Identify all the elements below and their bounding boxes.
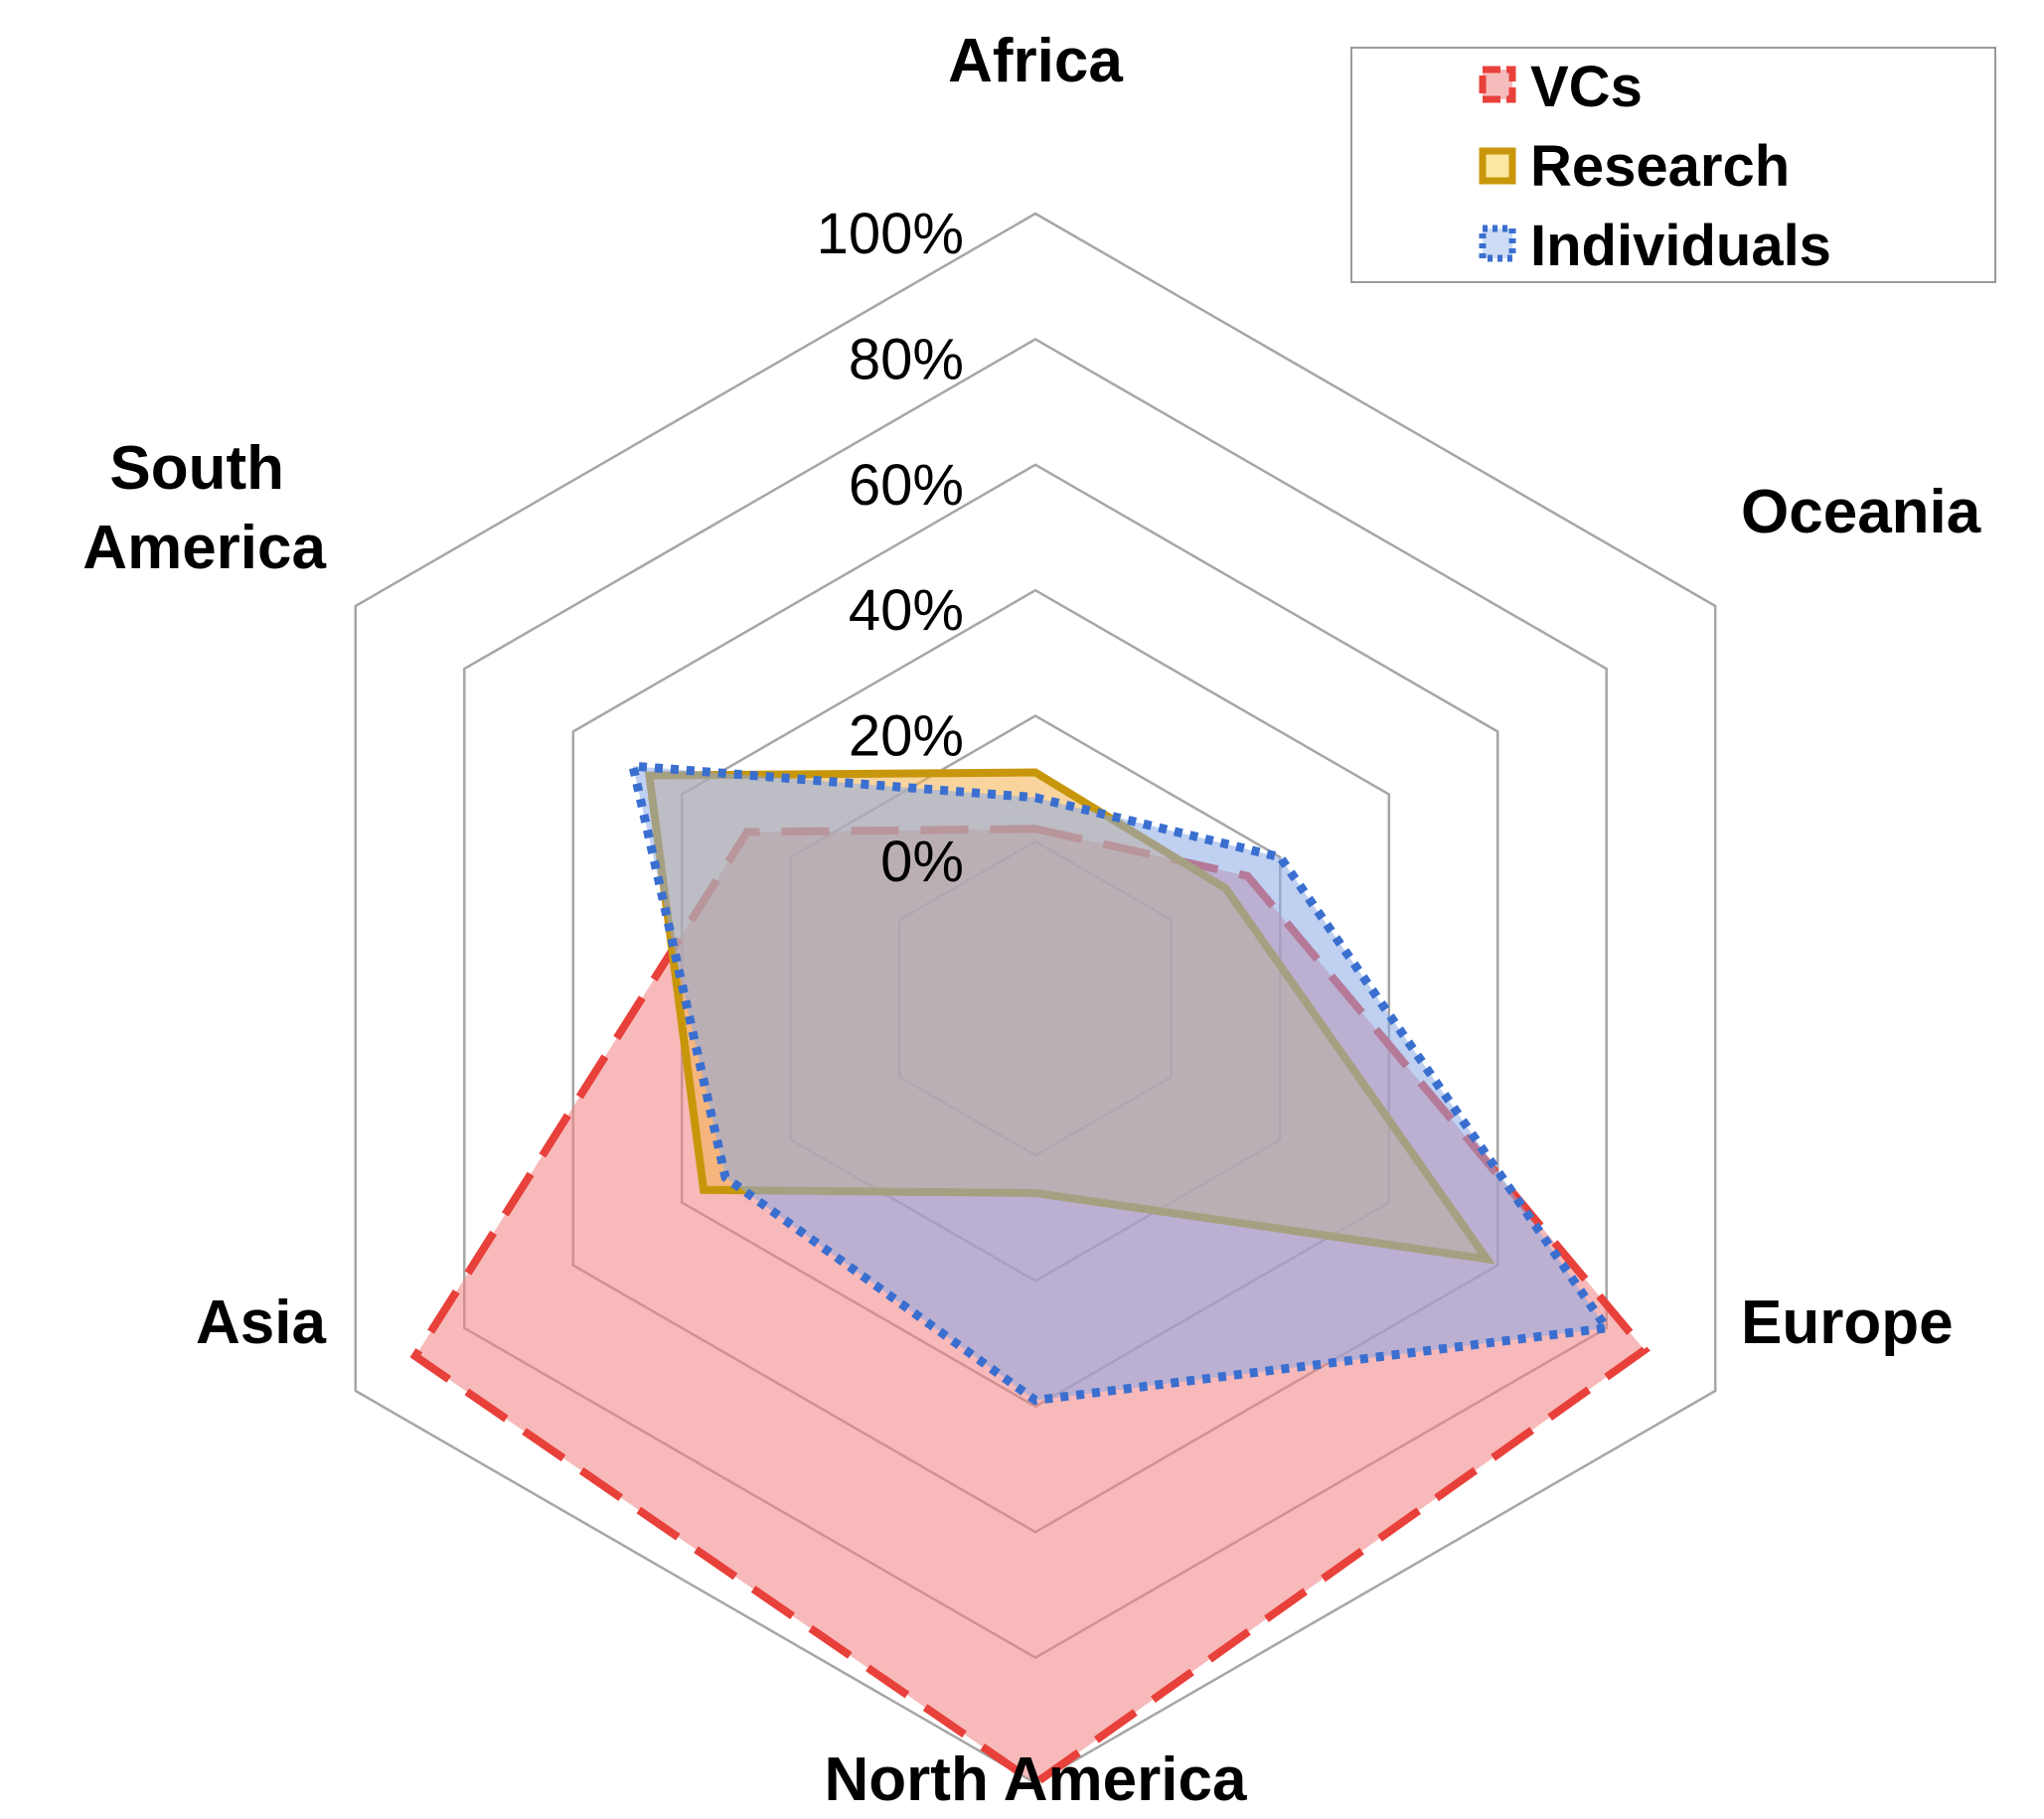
legend-label-individuals: Individuals	[1530, 214, 1831, 278]
legend-swatch-individuals	[1479, 225, 1516, 262]
legend-label-research: Research	[1530, 134, 1790, 199]
legend-swatch-vcs	[1479, 66, 1516, 103]
legend: VCs Research Individuals	[1350, 47, 1996, 283]
category-label-north-america: North America	[825, 1745, 1247, 1814]
category-label-oceania: Oceania	[1741, 478, 1981, 546]
tick-label-0: 0%	[880, 830, 964, 894]
series-area	[409, 761, 1651, 1788]
radial-axis-ticks: 0% 20% 40% 60% 80% 100%	[817, 202, 964, 894]
legend-box	[1350, 47, 1996, 283]
tick-label-100: 100%	[817, 202, 964, 266]
category-label-europe: Europe	[1741, 1288, 1954, 1357]
tick-label-20: 20%	[849, 704, 964, 769]
legend-swatch-research	[1479, 147, 1516, 185]
tick-label-40: 40%	[849, 578, 964, 643]
category-label-africa: Africa	[948, 27, 1123, 95]
legend-label-vcs: VCs	[1530, 55, 1643, 119]
category-label-asia: Asia	[196, 1288, 326, 1357]
tick-label-80: 80%	[849, 327, 964, 391]
tick-label-60: 60%	[849, 453, 964, 518]
series-individuals-polygon	[627, 761, 1615, 1406]
category-labels: Africa Oceania Europe North America Asia…	[82, 27, 1980, 1814]
category-label-south-america: South America	[82, 434, 326, 582]
